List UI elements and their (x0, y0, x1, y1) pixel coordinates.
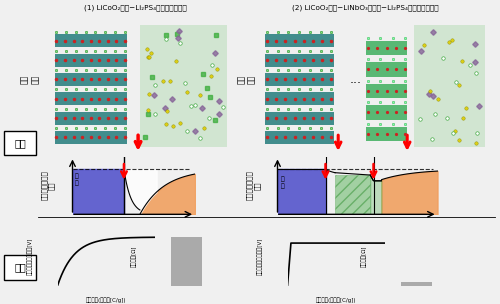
Bar (54, 73, 127, 86)
Text: リチウムイオン電位[V]: リチウムイオン電位[V] (28, 237, 33, 275)
Text: 界面抵抗[Ω]: 界面抵抗[Ω] (361, 245, 367, 267)
Text: 界面方向: 界面方向 (125, 227, 142, 234)
Text: 濃
度: 濃 度 (280, 177, 284, 188)
Bar (54, 131, 127, 144)
Text: 濃
度: 濃 度 (74, 174, 78, 186)
Bar (366, 127, 407, 141)
Text: 充電時間(電気量[C/g]): 充電時間(電気量[C/g]) (316, 298, 356, 303)
Bar (54, 34, 127, 47)
Text: リチウムイオン
濃度: リチウムイオン 濃度 (246, 171, 260, 200)
FancyBboxPatch shape (4, 131, 36, 155)
Bar (171, 237, 202, 286)
Bar (264, 73, 334, 86)
Text: 実験: 実験 (14, 263, 26, 272)
Text: 充電時間(電気量[C/g]): 充電時間(電気量[C/g]) (86, 298, 126, 303)
Bar (54, 112, 127, 125)
Text: 界面方向: 界面方向 (349, 227, 366, 234)
Bar (414, 25, 486, 147)
Bar (264, 112, 334, 125)
Text: (2) LiCoO₂正極−LiNbO₃緀衝層−Li₂PS₄固体電解質界面: (2) LiCoO₂正極−LiNbO₃緀衝層−Li₂PS₄固体電解質界面 (292, 5, 438, 11)
Bar (264, 54, 334, 67)
Bar (54, 54, 127, 67)
Bar (264, 131, 334, 144)
Text: 原子
構造: 原子 構造 (236, 75, 256, 84)
Bar (264, 92, 334, 105)
Bar (140, 25, 228, 147)
Text: (1) LiCoO₂正極−Li₂PS₄固体電解質界面: (1) LiCoO₂正極−Li₂PS₄固体電解質界面 (84, 5, 186, 11)
Bar (366, 41, 407, 55)
Bar (401, 282, 432, 286)
Bar (366, 105, 407, 119)
FancyBboxPatch shape (4, 255, 36, 280)
Bar (366, 62, 407, 77)
Bar (366, 84, 407, 98)
Bar (264, 34, 334, 47)
Text: 界面抵抗[Ω]: 界面抵抗[Ω] (131, 245, 137, 267)
Text: 原子
構造: 原子 構造 (20, 75, 40, 84)
Text: リチウムイオン電位[V]: リチウムイオン電位[V] (258, 237, 263, 275)
Bar (54, 92, 127, 105)
Text: リチウムイオン
濃度: リチウムイオン 濃度 (41, 171, 55, 200)
Text: 計算: 計算 (14, 138, 26, 148)
Text: ...: ... (350, 73, 362, 86)
